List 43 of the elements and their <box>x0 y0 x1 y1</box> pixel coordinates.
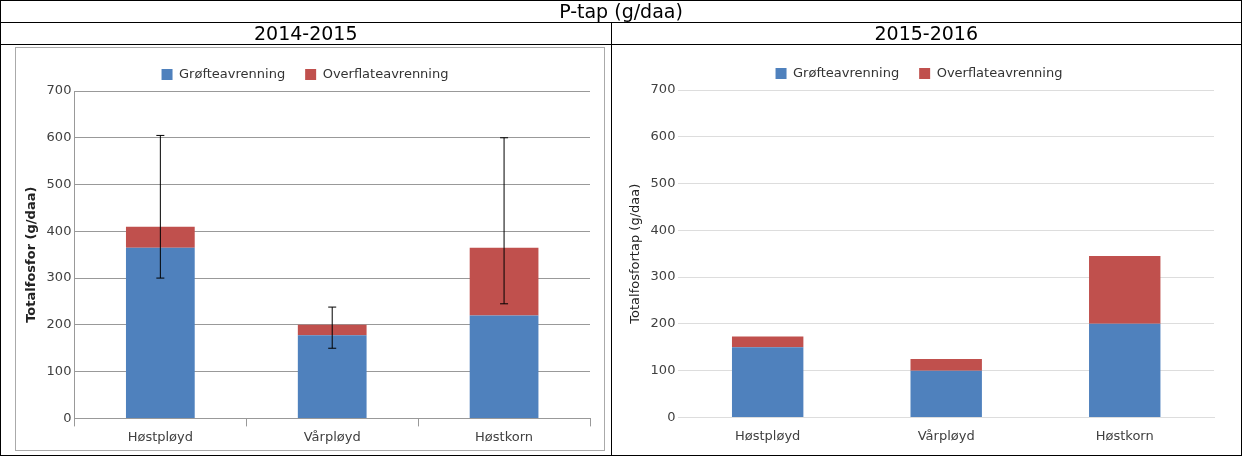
bar <box>297 335 367 418</box>
bar <box>297 324 367 336</box>
y-tick-label: 400 <box>46 222 72 238</box>
bar <box>469 315 539 418</box>
x-tick-label: Høstkorn <box>474 428 533 444</box>
y-tick-label: 100 <box>650 362 675 377</box>
bar <box>1088 256 1160 324</box>
chart-title: P-tap (g/daa) <box>0 0 1242 23</box>
x-tick-label: Vårpløyd <box>917 427 975 443</box>
legend-label: Overflateavrenning <box>936 64 1063 80</box>
bar <box>125 247 195 418</box>
y-tick-label: 600 <box>650 128 675 144</box>
legend-label: Grøfteavrenning <box>792 64 899 80</box>
y-tick-label: 700 <box>650 81 675 97</box>
chart-subtitle: 2015-2016 <box>611 22 1242 45</box>
chart-subtitle: 2014-2015 <box>0 22 612 45</box>
bar <box>469 247 539 316</box>
y-tick-label: 300 <box>650 268 675 284</box>
y-tick-label: 600 <box>46 129 72 145</box>
bar <box>1088 323 1160 417</box>
y-tick-label: 0 <box>62 409 72 425</box>
y-tick-label: 500 <box>46 175 72 191</box>
x-tick-label: Høstpløyd <box>127 428 193 444</box>
y-tick-label: 200 <box>46 316 72 332</box>
legend-label: Grøfteavrenning <box>178 65 285 81</box>
y-tick-label: 300 <box>46 269 72 285</box>
y-axis-title: Totalfosfor (g/daa) <box>22 186 38 323</box>
y-tick-label: 200 <box>650 315 675 331</box>
y-tick-label: 100 <box>46 363 72 378</box>
bar <box>731 336 803 348</box>
y-tick-label: 500 <box>650 174 675 190</box>
y-axis-title: Totalfosfortap (g/daa) <box>626 183 642 325</box>
y-tick-label: 400 <box>650 221 675 237</box>
x-tick-label: Høstpløyd <box>734 427 800 443</box>
bar <box>125 226 195 248</box>
y-tick-label: 0 <box>666 408 675 424</box>
x-tick-label: Høstkorn <box>1095 427 1154 443</box>
x-tick-label: Vårpløyd <box>303 428 361 444</box>
y-tick-label: 700 <box>46 82 72 98</box>
bar <box>910 358 982 371</box>
legend-label: Overflateavrenning <box>322 65 449 81</box>
bar <box>910 370 982 417</box>
bar <box>731 347 803 417</box>
